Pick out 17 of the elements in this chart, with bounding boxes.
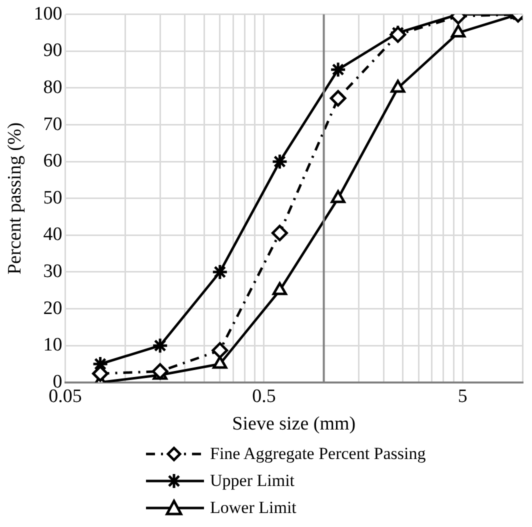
legend-label: Fine Aggregate Percent Passing — [210, 444, 426, 464]
y-tick-label: 60 — [43, 150, 62, 172]
y-tick-label: 80 — [43, 76, 62, 98]
x-tick-label: 0.5 — [252, 386, 276, 407]
y-tick-label: 50 — [43, 187, 62, 208]
y-tick-label: 70 — [43, 114, 62, 135]
y-tick-label: 10 — [43, 334, 62, 356]
legend-label: Lower Limit — [210, 498, 296, 518]
y-tick-label: 90 — [43, 40, 62, 62]
legend-label: Upper Limit — [210, 470, 295, 490]
y-tick-label: 30 — [43, 260, 62, 282]
y-axis-title: Percent passing (%) — [4, 122, 26, 274]
x-tick-label: 5 — [458, 386, 468, 407]
y-tick-label: 20 — [43, 298, 62, 319]
y-tick-label: 40 — [43, 224, 62, 246]
y-tick-label: 100 — [34, 3, 62, 24]
x-axis-title: Sieve size (mm) — [232, 414, 356, 435]
